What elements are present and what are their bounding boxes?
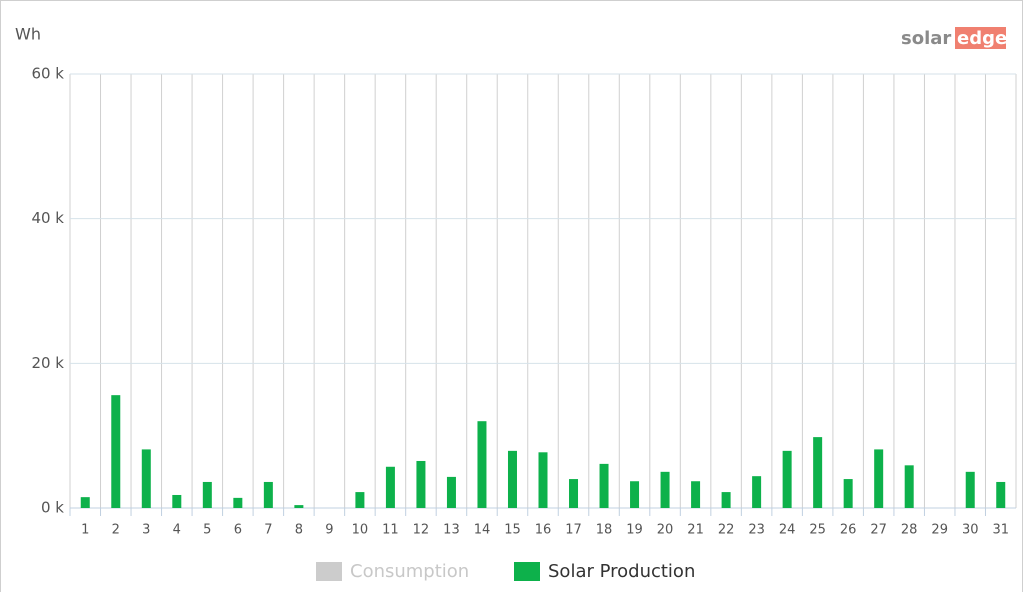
x-tick-label: 6 [234, 523, 242, 538]
y-axis-label: Wh [15, 25, 41, 44]
bar [538, 452, 548, 508]
bar [416, 460, 426, 508]
bar [721, 492, 731, 508]
logo-right: edge [957, 28, 1007, 49]
x-tick-label: 11 [382, 523, 399, 538]
bar [843, 479, 853, 508]
bar [904, 465, 914, 508]
bar [630, 481, 640, 508]
bar [141, 449, 151, 508]
legend-swatch[interactable] [316, 562, 342, 581]
bar [599, 463, 609, 508]
x-tick-label: 13 [443, 523, 460, 538]
y-tick-label: 0 k [41, 499, 64, 517]
x-tick-label: 22 [718, 523, 735, 538]
bar [752, 476, 762, 508]
bar [874, 449, 884, 508]
bar [965, 471, 975, 508]
bar [477, 421, 487, 508]
x-tick-label: 10 [352, 523, 369, 538]
x-tick-label: 14 [474, 523, 491, 538]
bar [80, 497, 90, 508]
x-tick-label: 18 [596, 523, 613, 538]
x-tick-label: 25 [809, 523, 826, 538]
y-tick-label: 20 k [31, 354, 64, 372]
bar [691, 481, 701, 508]
x-tick-label: 5 [203, 523, 211, 538]
bar [446, 476, 456, 508]
x-tick-label: 19 [626, 523, 643, 538]
bar [996, 481, 1006, 508]
bar [660, 471, 670, 508]
x-tick-label: 1 [81, 523, 89, 538]
x-tick-label: 27 [870, 523, 887, 538]
bar [507, 450, 517, 508]
x-tick-label: 24 [779, 523, 796, 538]
x-tick-label: 31 [992, 523, 1009, 538]
x-tick-label: 16 [535, 523, 552, 538]
bar [233, 497, 243, 508]
bar [294, 505, 304, 508]
bar [202, 481, 212, 508]
bar [385, 466, 395, 508]
x-tick-label: 8 [295, 523, 303, 538]
x-tick-label: 21 [687, 523, 704, 538]
logo-left: solar [901, 28, 951, 49]
x-tick-label: 7 [264, 523, 272, 538]
x-tick-label: 15 [504, 523, 521, 538]
legend-label[interactable]: Consumption [350, 561, 469, 582]
bar [355, 492, 365, 508]
bar [569, 479, 579, 508]
x-tick-label: 26 [840, 523, 857, 538]
x-tick-label: 3 [142, 523, 150, 538]
x-tick-label: 28 [901, 523, 918, 538]
x-tick-label: 20 [657, 523, 674, 538]
bar [172, 494, 182, 508]
y-tick-label: 60 k [31, 65, 64, 83]
bar [111, 395, 121, 508]
x-tick-label: 4 [173, 523, 181, 538]
x-tick-label: 9 [325, 523, 333, 538]
x-tick-label: 23 [748, 523, 765, 538]
x-tick-label: 2 [112, 523, 120, 538]
x-tick-label: 30 [962, 523, 979, 538]
x-tick-label: 29 [931, 523, 948, 538]
bar [782, 450, 792, 508]
x-tick-label: 17 [565, 523, 582, 538]
bar [263, 481, 273, 508]
legend-swatch[interactable] [514, 562, 540, 581]
legend-label[interactable]: Solar Production [548, 561, 695, 582]
x-tick-label: 12 [413, 523, 430, 538]
bar [813, 437, 823, 508]
logo-box [955, 27, 1006, 49]
y-tick-label: 40 k [31, 209, 64, 227]
